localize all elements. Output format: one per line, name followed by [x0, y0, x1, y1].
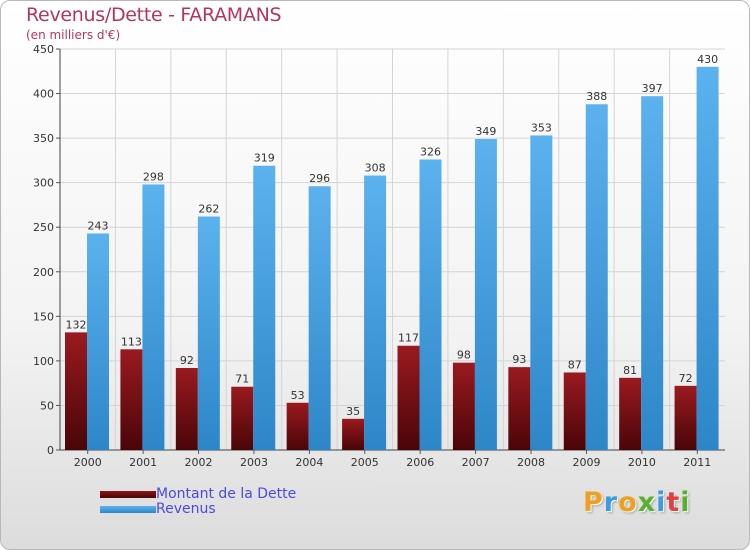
bar-debt	[674, 385, 697, 450]
y-tick-label: 150	[33, 310, 54, 323]
logo-letter: x	[637, 487, 657, 518]
proxiti-logo: Proxiti	[583, 487, 691, 518]
legend-label-revenue: Revenus	[156, 501, 216, 517]
x-tick-label: 2008	[517, 456, 545, 469]
chart-title: Revenus/Dette - FARAMANS	[26, 4, 282, 26]
y-tick-label: 0	[47, 444, 54, 457]
x-tick-label: 2002	[185, 456, 213, 469]
data-label-debt: 98	[457, 349, 471, 362]
y-tick-label: 250	[33, 221, 54, 234]
data-label-debt: 53	[291, 389, 305, 402]
data-label-revenue: 353	[531, 121, 552, 134]
x-tick-label: 2004	[295, 456, 323, 469]
x-tick-label: 2009	[572, 456, 600, 469]
data-label-debt: 87	[568, 358, 582, 371]
bar-revenue	[419, 159, 442, 450]
data-label-revenue: 349	[475, 125, 496, 138]
x-tick-label: 2007	[462, 456, 490, 469]
bar-revenue	[87, 233, 109, 450]
logo-letter: r	[603, 487, 619, 518]
axes: 0 50 100 150 200 250 300 350 400 450 2000 2001 2002 2…	[33, 43, 725, 469]
data-label-revenue: 296	[309, 172, 330, 185]
data-label-revenue: 298	[143, 170, 164, 183]
data-label-revenue: 388	[586, 90, 607, 103]
legend-swatch-revenue	[100, 506, 156, 513]
data-label-debt: 113	[121, 335, 142, 348]
bar-revenue	[696, 66, 719, 451]
x-tick-label: 2001	[129, 456, 157, 469]
y-tick-label: 300	[33, 177, 54, 190]
chart-subtitle: (en milliers d'€)	[26, 28, 121, 42]
data-label-debt: 72	[679, 372, 693, 385]
bar-debt	[65, 332, 87, 450]
bar-revenue	[197, 216, 220, 450]
x-tick-label: 2000	[74, 456, 102, 469]
data-label-debt: 71	[235, 373, 249, 386]
data-label-revenue: 243	[88, 219, 109, 232]
legend-swatch-debt	[100, 491, 156, 498]
bar-revenue	[530, 135, 553, 450]
data-label-revenue: 262	[198, 203, 219, 216]
y-tick-label: 50	[40, 399, 54, 412]
x-tick-label: 2003	[240, 456, 268, 469]
x-tick-label: 2005	[351, 456, 379, 469]
bar-debt	[397, 345, 420, 450]
data-labels: 132 243 113 298 92 262 71 319 53 296 35 308 117 326 98…	[66, 53, 719, 418]
bar-debt	[563, 372, 586, 450]
y-tick-label: 400	[33, 88, 54, 101]
legend-label-debt: Montant de la Dette	[156, 486, 297, 502]
data-label-revenue: 326	[420, 145, 441, 158]
bar-debt	[175, 368, 198, 450]
bar-revenue	[641, 96, 664, 451]
data-label-debt: 81	[623, 364, 637, 377]
logo-letter: i	[680, 487, 691, 518]
bar-revenue	[308, 186, 331, 450]
bar-revenue	[253, 165, 276, 451]
bar-revenue	[364, 175, 387, 450]
bar-revenue	[474, 139, 497, 450]
data-label-revenue: 397	[642, 82, 663, 95]
data-label-debt: 35	[346, 405, 360, 418]
gridlines	[60, 48, 725, 450]
x-tick-label: 2006	[406, 456, 434, 469]
bar-debt	[231, 386, 254, 450]
data-label-debt: 132	[66, 318, 87, 331]
data-label-revenue: 430	[697, 53, 718, 66]
bar-debt	[508, 367, 531, 450]
bars	[65, 66, 719, 451]
logo-letter: t	[666, 487, 681, 518]
data-label-revenue: 308	[365, 162, 386, 175]
data-label-debt: 93	[512, 353, 526, 366]
logo-letter: i	[656, 487, 667, 518]
bar-debt	[619, 377, 642, 450]
x-tick-label: 2010	[628, 456, 656, 469]
y-tick-label: 200	[33, 266, 54, 279]
logo-letter: o	[618, 487, 638, 518]
data-label-debt: 92	[180, 354, 194, 367]
y-tick-label: 100	[33, 355, 54, 368]
y-tick-label: 350	[33, 132, 54, 145]
x-tick-label: 2011	[683, 456, 711, 469]
bar-debt	[286, 402, 309, 450]
bar-debt	[452, 362, 475, 450]
data-label-revenue: 319	[254, 152, 275, 165]
bar-debt	[342, 418, 365, 450]
data-label-debt: 117	[398, 332, 419, 345]
bar-revenue	[585, 104, 608, 450]
logo-letter: P	[583, 487, 604, 518]
bar-revenue	[142, 184, 165, 450]
bar-debt	[120, 349, 143, 450]
y-tick-label: 450	[33, 43, 54, 56]
